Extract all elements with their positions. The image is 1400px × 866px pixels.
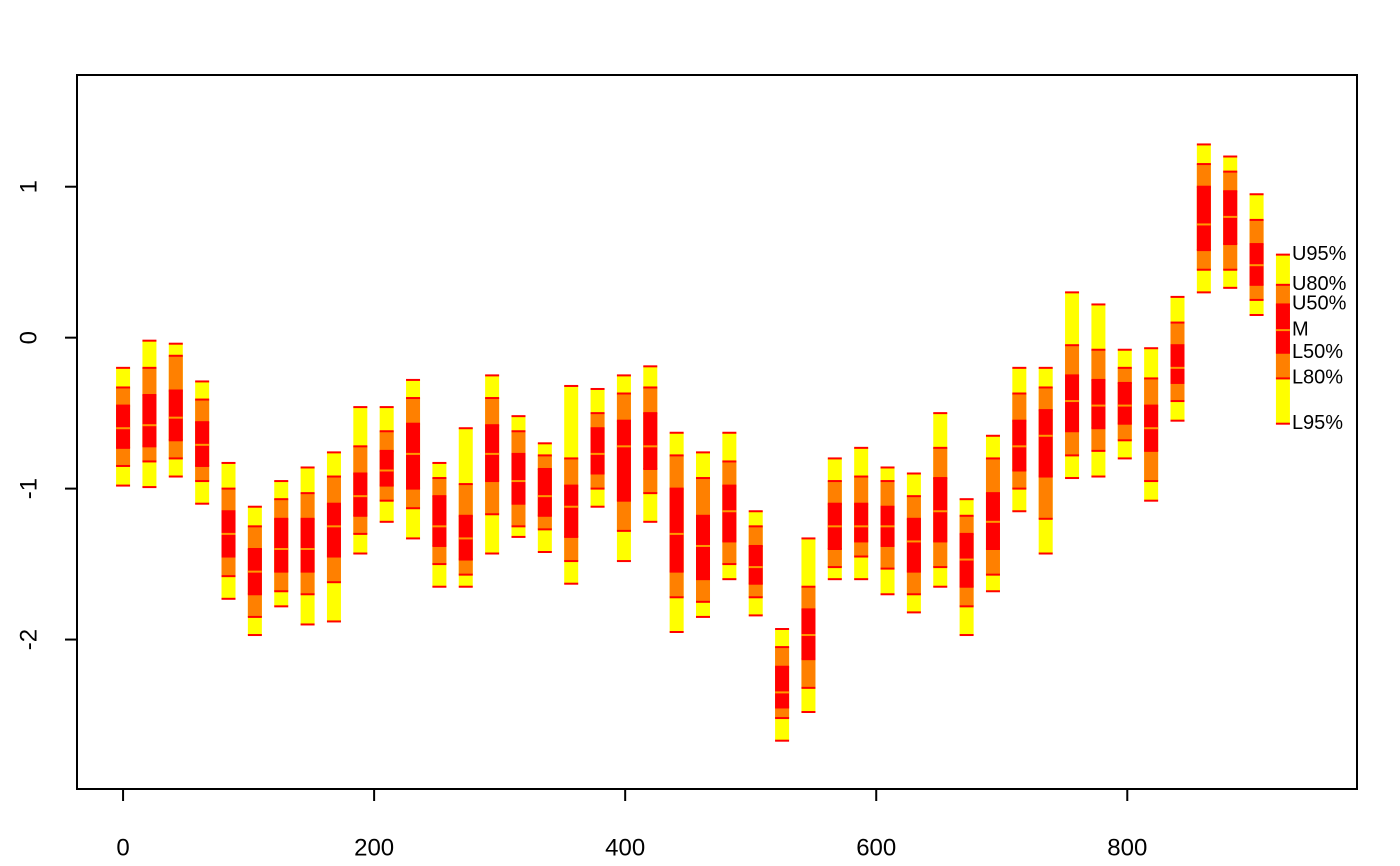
x-tick-label: 400 — [605, 834, 645, 861]
fan-band — [379, 450, 394, 486]
fan-band — [1275, 304, 1290, 353]
fan-band — [616, 420, 631, 501]
fan-band — [116, 405, 131, 448]
fan-band — [1117, 382, 1132, 424]
y-tick-label: -2 — [15, 629, 42, 650]
fan-band — [432, 496, 447, 546]
legend-label: L80% — [1292, 367, 1343, 389]
fan-band — [326, 503, 341, 557]
fan-band — [1091, 379, 1106, 429]
fan-band — [1196, 186, 1211, 251]
legend-label: L95% — [1292, 412, 1343, 434]
fan-band — [511, 453, 526, 504]
fan-band — [854, 503, 869, 542]
legend-label: U50% — [1292, 293, 1347, 315]
x-tick-label: 200 — [354, 834, 394, 861]
x-tick-label: 600 — [856, 834, 896, 861]
plot-frame — [76, 74, 1358, 790]
fan-band — [1038, 410, 1053, 477]
fan-band — [537, 468, 552, 516]
fan-band — [590, 428, 605, 474]
fan-band — [300, 518, 315, 572]
fan-band — [274, 518, 289, 572]
y-tick-label: 1 — [15, 180, 42, 193]
y-tick-label: 0 — [15, 331, 42, 344]
fan-band — [353, 473, 368, 516]
legend-label: M — [1292, 318, 1309, 340]
fan-band — [722, 485, 737, 542]
fan-band — [1170, 345, 1185, 383]
x-tick-label: 800 — [1107, 834, 1147, 861]
fan-band — [906, 518, 921, 572]
legend-label: L50% — [1292, 341, 1343, 363]
fan-band — [669, 488, 684, 572]
x-tick-label: 0 — [116, 834, 129, 861]
fan-band — [643, 413, 658, 469]
fan-band — [142, 395, 157, 447]
fan-band — [696, 515, 711, 580]
fan-band — [748, 545, 763, 584]
fan-band — [1065, 375, 1080, 432]
y-tick-label: -1 — [15, 478, 42, 499]
legend-label: U80% — [1292, 273, 1347, 295]
fan-band — [564, 485, 579, 537]
fan-band — [933, 478, 948, 542]
fan-band — [406, 423, 421, 489]
fan-band — [775, 666, 790, 708]
legend-label: U95% — [1292, 243, 1347, 265]
fan-band — [168, 390, 183, 441]
